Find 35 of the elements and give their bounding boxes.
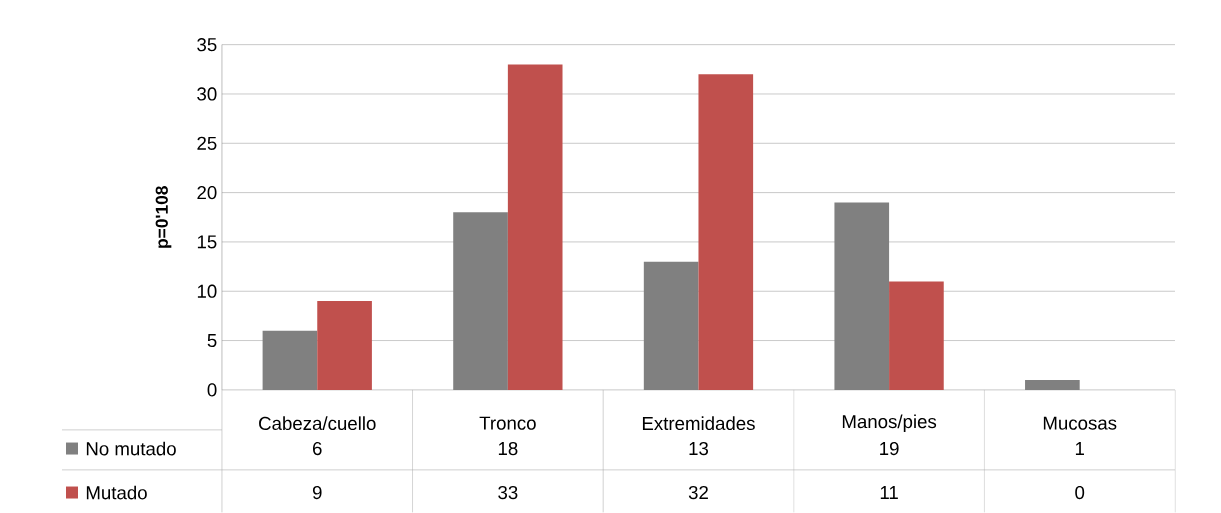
y-tick-label: 35 — [197, 38, 217, 52]
bar — [453, 212, 508, 390]
y-tick-label: 15 — [197, 235, 217, 249]
y-tick-label: 20 — [197, 186, 217, 200]
y-tick-label: 0 — [207, 383, 217, 397]
data-label: 0 — [1075, 485, 1085, 500]
y-tick-label: 30 — [197, 87, 217, 101]
x-tick-label: Extremidades — [642, 416, 755, 431]
x-tick-label: Mucosas — [1043, 416, 1117, 430]
bar — [317, 301, 372, 390]
x-tick-label: Tronco — [479, 416, 536, 430]
data-label: 11 — [880, 486, 898, 500]
y-tick-label: 25 — [197, 136, 217, 150]
data-label: 32 — [688, 485, 708, 500]
bar — [889, 281, 944, 390]
y-axis-title: p=0'108 — [155, 186, 172, 248]
bar — [834, 202, 890, 390]
legend-label: No mutado — [86, 441, 176, 456]
data-label: 33 — [498, 485, 518, 500]
data-label: 9 — [312, 485, 322, 500]
data-label: 18 — [498, 441, 518, 456]
legend-label: Mutado — [86, 485, 147, 500]
bar — [643, 261, 699, 390]
y-tick-label: 10 — [197, 284, 217, 298]
data-label: 1 — [1075, 442, 1084, 456]
bar — [1025, 380, 1080, 390]
data-label: 6 — [313, 441, 322, 456]
data-label: 19 — [880, 441, 899, 456]
x-tick-label: Manos/pies — [842, 414, 937, 432]
x-tick-label: Cabeza/cuello — [259, 416, 376, 431]
bar — [262, 330, 318, 390]
bar — [507, 64, 563, 390]
bar — [698, 74, 754, 390]
y-tick-label: 5 — [207, 334, 217, 348]
data-label: 13 — [689, 441, 709, 456]
